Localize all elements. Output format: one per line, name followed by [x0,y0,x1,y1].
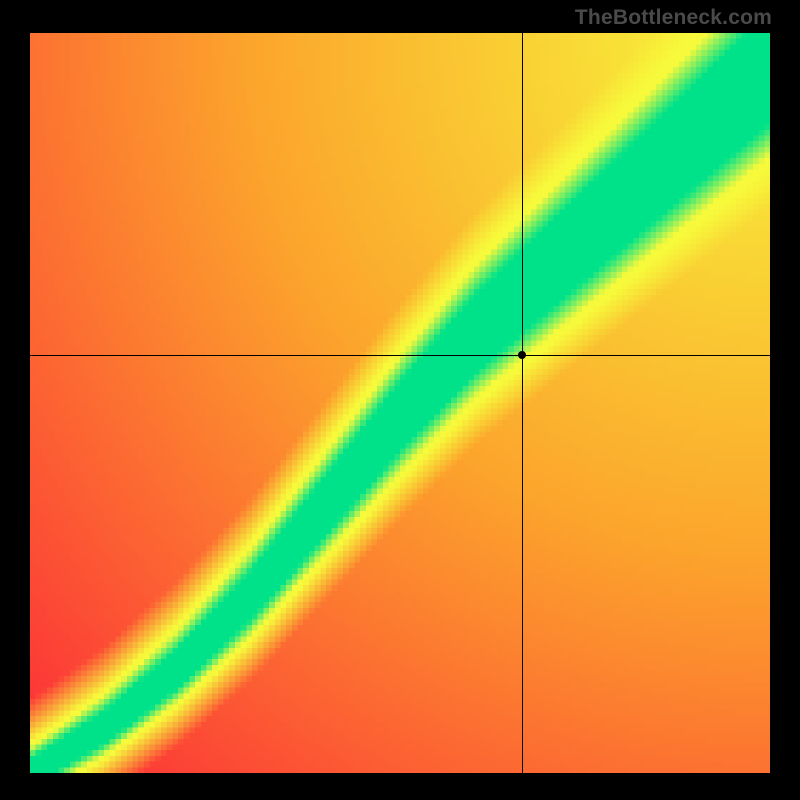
heatmap-canvas [30,33,770,773]
chart-container: TheBottleneck.com [0,0,800,800]
crosshair-marker [518,351,526,359]
plot-area [30,33,770,773]
watermark-text: TheBottleneck.com [575,6,772,30]
crosshair-vertical [522,33,523,773]
crosshair-horizontal [30,355,770,356]
